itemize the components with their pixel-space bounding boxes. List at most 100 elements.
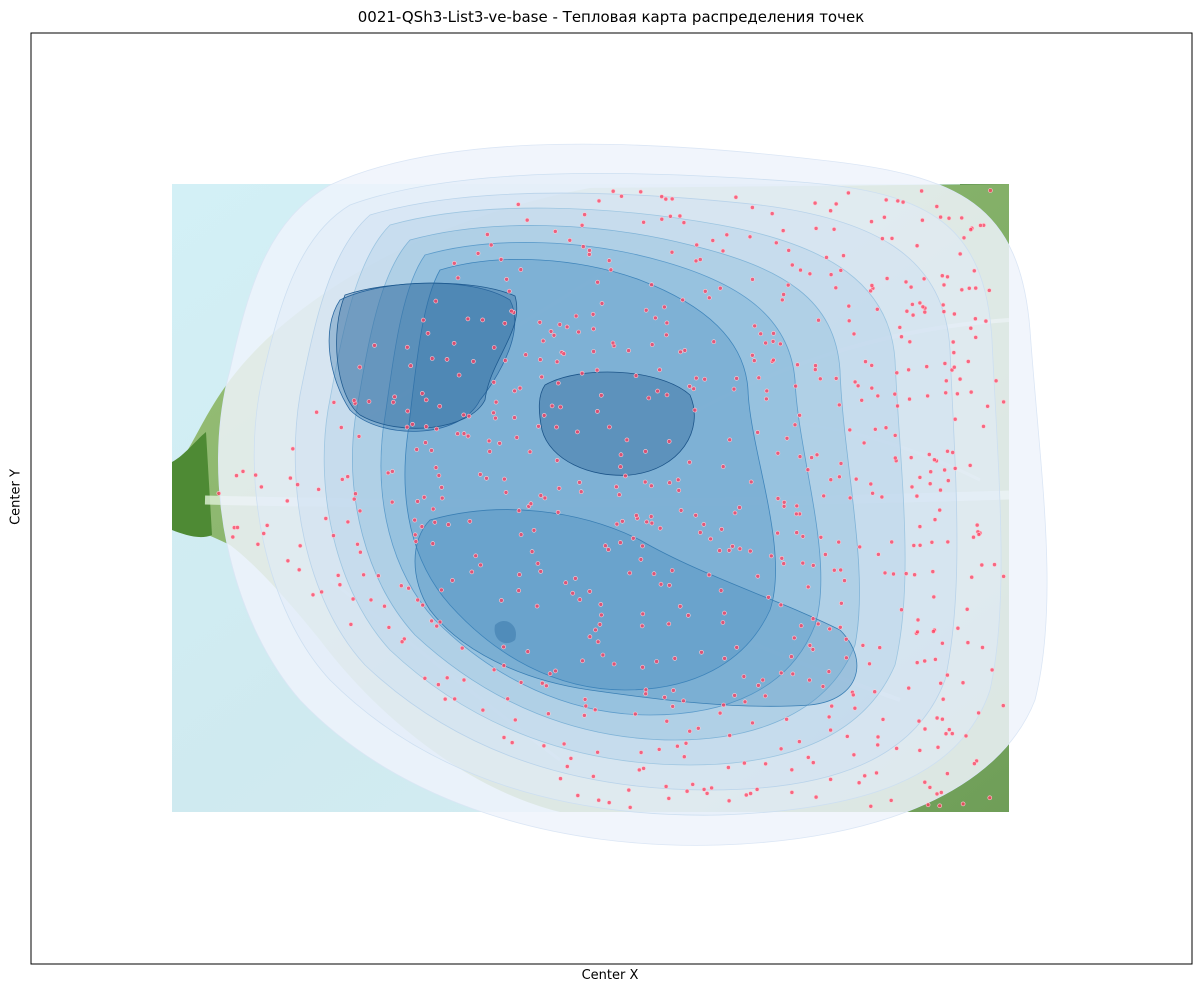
scatter-point bbox=[732, 510, 738, 516]
scatter-point bbox=[968, 227, 974, 232]
scatter-point bbox=[653, 315, 658, 321]
scatter-point bbox=[919, 188, 924, 194]
scatter-point bbox=[335, 573, 341, 578]
scatter-point bbox=[946, 215, 952, 221]
scatter-point bbox=[797, 412, 802, 418]
scatter-point bbox=[701, 787, 707, 792]
scatter-point bbox=[945, 448, 950, 454]
scatter-point bbox=[386, 625, 392, 630]
scatter-point bbox=[828, 777, 833, 782]
scatter-point bbox=[518, 267, 524, 272]
scatter-point bbox=[843, 636, 849, 642]
scatter-point bbox=[846, 303, 852, 309]
scatter-point bbox=[546, 711, 551, 717]
scatter-point bbox=[779, 297, 785, 303]
scatter-point bbox=[516, 588, 522, 593]
scatter-point bbox=[444, 675, 450, 681]
scatter-point bbox=[655, 388, 660, 394]
scatter-point bbox=[828, 272, 834, 277]
scatter-point bbox=[983, 318, 989, 324]
scatter-point bbox=[390, 469, 395, 474]
scatter-point bbox=[697, 530, 703, 535]
scatter-point bbox=[638, 189, 644, 195]
scatter-point bbox=[433, 298, 439, 304]
scatter-point bbox=[450, 578, 455, 583]
scatter-point bbox=[296, 567, 302, 573]
scatter-point bbox=[669, 196, 675, 202]
scatter-point bbox=[702, 288, 708, 294]
scatter-point bbox=[722, 610, 727, 616]
scatter-point bbox=[675, 477, 681, 483]
scatter-point bbox=[664, 392, 670, 398]
scatter-point bbox=[493, 415, 498, 421]
scatter-point bbox=[491, 345, 497, 350]
scatter-point bbox=[345, 519, 351, 525]
scatter-point bbox=[575, 793, 581, 798]
scatter-point bbox=[763, 340, 768, 346]
scatter-point bbox=[750, 352, 755, 358]
scatter-point bbox=[525, 649, 531, 654]
scatter-point bbox=[420, 317, 426, 323]
scatter-point bbox=[455, 431, 460, 437]
scatter-point bbox=[693, 258, 699, 264]
scatter-point bbox=[693, 375, 699, 381]
scatter-point bbox=[434, 426, 439, 432]
scatter-point bbox=[921, 276, 927, 282]
scatter-point bbox=[764, 388, 770, 394]
scatter-point bbox=[964, 606, 970, 612]
scatter-point bbox=[630, 535, 636, 541]
scatter-point bbox=[434, 623, 440, 629]
scatter-point bbox=[810, 760, 816, 765]
scatter-point bbox=[833, 376, 839, 381]
scatter-point bbox=[869, 363, 875, 368]
scatter-point bbox=[917, 300, 923, 306]
scatter-point bbox=[702, 376, 708, 382]
scatter-point bbox=[846, 190, 851, 196]
scatter-point bbox=[515, 202, 521, 207]
scatter-point bbox=[570, 590, 576, 596]
scatter-point bbox=[579, 223, 585, 228]
scatter-point bbox=[931, 629, 936, 634]
scatter-point bbox=[876, 552, 881, 557]
scatter-point bbox=[792, 422, 798, 428]
scatter-point bbox=[778, 602, 784, 608]
scatter-point bbox=[687, 383, 692, 389]
scatter-point bbox=[727, 437, 733, 443]
scatter-point bbox=[531, 527, 537, 533]
scatter-point bbox=[576, 329, 581, 335]
scatter-point bbox=[641, 220, 646, 225]
scatter-point bbox=[809, 455, 814, 460]
scatter-point bbox=[561, 741, 567, 747]
scatter-point bbox=[869, 283, 875, 288]
scatter-point bbox=[912, 572, 917, 578]
scatter-point bbox=[733, 194, 739, 200]
scatter-point bbox=[891, 571, 896, 577]
scatter-point bbox=[724, 232, 730, 238]
scatter-point bbox=[737, 546, 743, 552]
scatter-point bbox=[812, 200, 818, 206]
scatter-point bbox=[516, 508, 522, 514]
scatter-point bbox=[741, 674, 747, 679]
scatter-point bbox=[669, 568, 675, 573]
scatter-point bbox=[649, 342, 655, 347]
scatter-point bbox=[593, 627, 598, 633]
scatter-point bbox=[234, 473, 239, 478]
scatter-point bbox=[505, 696, 511, 702]
scatter-point bbox=[582, 713, 587, 718]
scatter-point bbox=[461, 431, 467, 436]
scatter-point bbox=[903, 279, 909, 285]
scatter-point bbox=[748, 791, 753, 796]
scatter-point bbox=[478, 562, 483, 568]
scatter-point bbox=[826, 714, 832, 720]
scatter-point bbox=[751, 358, 757, 363]
scatter-point bbox=[730, 543, 735, 549]
scatter-point bbox=[957, 376, 963, 382]
scatter-point bbox=[755, 430, 760, 435]
scatter-point bbox=[558, 776, 563, 781]
scatter-point bbox=[599, 612, 604, 618]
scatter-point bbox=[640, 611, 646, 617]
scatter-point bbox=[875, 742, 881, 748]
scatter-point bbox=[264, 523, 270, 528]
scatter-point bbox=[851, 752, 857, 758]
scatter-point bbox=[497, 440, 502, 446]
